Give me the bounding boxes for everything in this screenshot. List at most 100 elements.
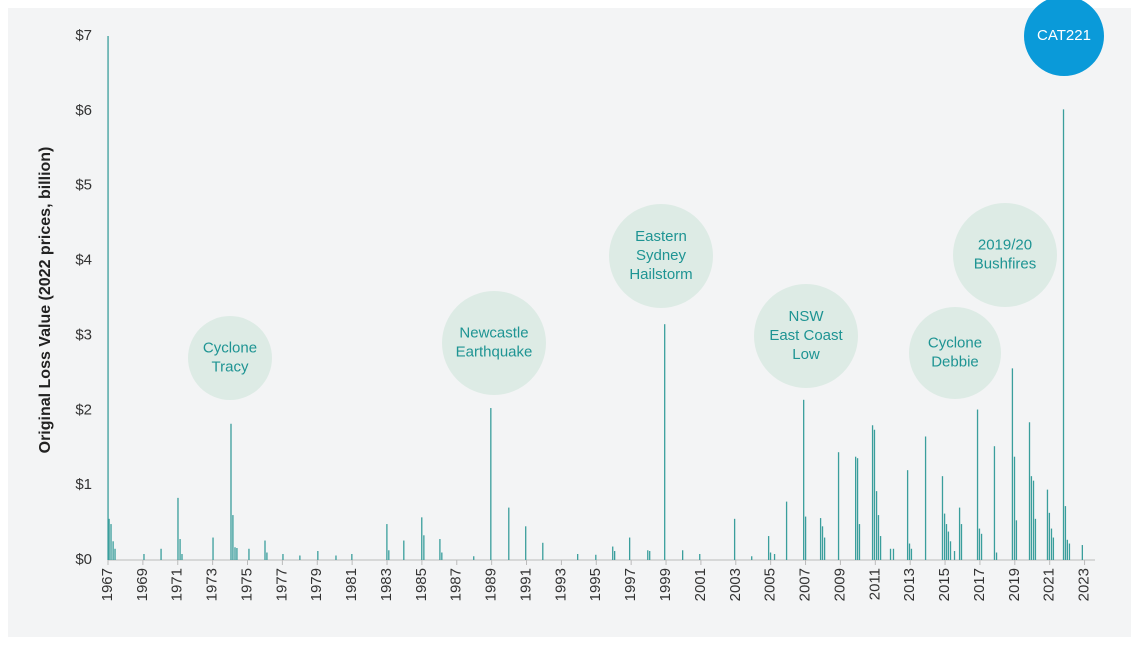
x-tick-label: 1979 — [308, 568, 325, 601]
bar — [1032, 480, 1035, 560]
bar — [945, 524, 948, 560]
bar — [804, 516, 807, 560]
bar — [751, 556, 753, 560]
x-tick-label: 1999 — [657, 568, 674, 601]
bar — [1046, 489, 1049, 560]
x-tick-label: 1969 — [134, 568, 151, 601]
bar — [1013, 456, 1016, 560]
annotation-bubble — [609, 204, 713, 308]
x-tick-label: 1975 — [238, 568, 255, 601]
bar — [612, 546, 614, 560]
y-tick-label: $3 — [75, 326, 92, 343]
annotation-text: Cyclone — [928, 334, 982, 351]
bar — [823, 537, 826, 560]
bar — [978, 528, 981, 560]
bar — [819, 518, 822, 560]
bar — [1068, 543, 1071, 560]
bar — [1030, 476, 1033, 560]
x-tick-label: 2013 — [901, 568, 918, 601]
bar — [248, 548, 250, 560]
bar — [769, 552, 772, 560]
x-tick-label: 2011 — [866, 568, 883, 600]
x-tick-label: 1977 — [273, 568, 290, 601]
annotation-bubble — [442, 291, 546, 395]
x-tick-label: 1983 — [378, 568, 395, 601]
x-tick-label: 2005 — [762, 568, 779, 601]
bar — [1066, 539, 1068, 560]
bar — [160, 548, 162, 560]
x-tick-label: 1967 — [99, 568, 116, 601]
x-tick-label: 2019 — [1006, 568, 1023, 601]
bar — [1081, 545, 1083, 560]
annotation-text: Low — [792, 346, 820, 363]
bar — [980, 533, 983, 560]
bar — [386, 524, 388, 560]
bar — [439, 539, 441, 560]
bar — [821, 526, 824, 560]
bar — [910, 548, 913, 560]
bar — [179, 539, 181, 560]
bar — [649, 551, 651, 560]
bar — [143, 554, 145, 560]
bar — [873, 429, 876, 560]
bar — [877, 515, 880, 560]
y-tick-label: $4 — [75, 252, 92, 269]
bar — [943, 513, 946, 560]
bar — [1028, 422, 1031, 560]
y-tick-label: $0 — [75, 551, 92, 568]
annotation-text: Cyclone — [203, 339, 257, 356]
x-tick-label: 1991 — [517, 568, 534, 601]
x-tick-label: 2015 — [936, 568, 953, 601]
bar — [107, 36, 109, 560]
bar — [875, 491, 878, 560]
annotation-text: Newcastle — [459, 324, 528, 341]
x-tick-label: 1971 — [169, 568, 186, 601]
bar — [110, 524, 112, 560]
x-tick-label: 2009 — [831, 568, 848, 601]
bar — [647, 550, 649, 560]
bar — [112, 541, 114, 560]
x-tick-label: 1993 — [552, 568, 569, 601]
x-tick-label: 2001 — [692, 568, 709, 601]
annotation-text: NSW — [789, 308, 825, 325]
bar — [299, 555, 301, 560]
bar — [949, 541, 952, 560]
annotation-text: 2019/20 — [978, 236, 1032, 253]
bar — [993, 446, 996, 560]
y-tick-label: $7 — [75, 27, 92, 44]
y-tick-label: $6 — [75, 102, 92, 119]
bar — [441, 552, 443, 560]
bar — [114, 548, 116, 560]
annotation-text: East Coast — [769, 327, 843, 344]
bar — [773, 554, 776, 560]
bar — [837, 452, 840, 560]
x-tick-label: 2021 — [1041, 568, 1058, 601]
bar — [613, 551, 616, 560]
bar — [577, 554, 579, 560]
x-tick-label: 2017 — [971, 568, 988, 601]
annotation-text: Sydney — [636, 247, 687, 264]
bar — [803, 399, 805, 560]
bar — [892, 548, 895, 560]
bar — [733, 518, 736, 560]
bar — [423, 535, 425, 560]
bar — [958, 507, 961, 560]
annotation-text: Earthquake — [456, 343, 533, 360]
bar — [854, 456, 857, 560]
y-tick-label: $2 — [75, 401, 92, 418]
bar — [1064, 506, 1067, 560]
bar — [941, 476, 944, 560]
bar — [785, 501, 788, 560]
bar — [264, 540, 266, 560]
x-tick-label: 1997 — [622, 568, 639, 601]
y-tick-label: $5 — [75, 177, 92, 194]
annotation-bubble — [909, 307, 1001, 399]
bar — [856, 458, 859, 560]
bar — [976, 409, 979, 560]
highlight-bubble — [1024, 0, 1104, 76]
y-axis-label: Original Loss Value (2022 prices, billio… — [37, 147, 54, 454]
x-tick-label: 1995 — [587, 568, 604, 601]
x-tick-label: 1973 — [204, 568, 221, 601]
bar — [699, 554, 701, 560]
